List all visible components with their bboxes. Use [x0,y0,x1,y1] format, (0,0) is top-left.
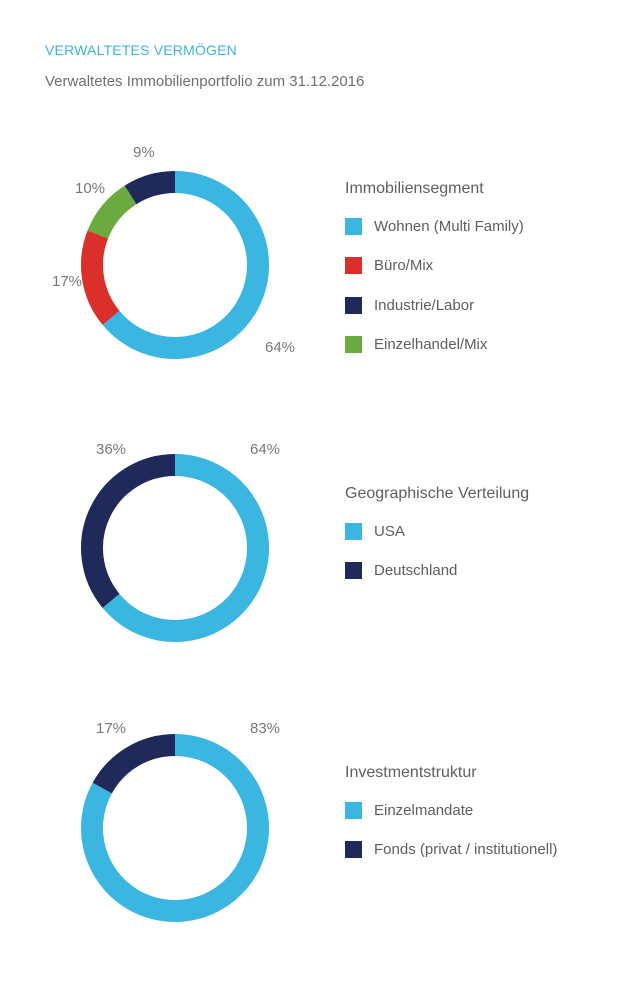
donut-slice-wohnen-multi-family- [102,171,269,359]
legend-label: USA [374,522,405,540]
legend-label: Büro/Mix [374,257,434,274]
donut-slice-büro-mix [81,230,120,325]
legend-swatch [345,336,362,353]
legend-swatch [345,522,362,540]
slice-value-label: 83% [250,720,280,737]
legend-title: Immobiliensegment [345,180,484,197]
legend-item: Industrie/Labor [345,295,524,315]
legend-item: Einzelmandate [345,800,557,820]
legend-label: Einzelhandel/Mix [374,336,488,353]
legend-swatch [345,296,362,314]
donut-slice-einzelmandate [81,734,269,922]
slice-value-label: 17% [52,273,82,290]
legend-swatch [345,841,362,858]
legend-item: Büro/Mix [345,256,524,276]
legend-title: Geographische Verteilung [345,485,530,502]
donut-slice-usa [102,454,269,642]
legend-swatch [345,257,362,274]
slice-value-label: 10% [75,180,105,197]
legend-item: USA [345,521,529,541]
legend-item: Deutschland [345,561,529,581]
legend-title: Investmentstruktur [345,764,477,781]
legend-label: Deutschland [374,562,458,579]
slice-value-label: 36% [96,441,126,458]
legend-swatch [345,801,362,819]
donut-slice-deutschland [81,454,176,608]
legend-2: Geographische Verteilung USA Deutschland [345,485,529,600]
legend-label: Wohnen (Multi Family) [374,217,524,235]
slice-value-label: 17% [96,720,126,737]
donut-slice-einzelhandel-mix [87,185,137,239]
legend-label: Industrie/Labor [374,296,475,314]
donut-slice-industrie-labor [124,171,176,205]
legend-label: Fonds (privat / institutionell) [374,841,558,858]
slice-value-label: 64% [265,339,295,356]
donut-slice-fonds-privat-institutionell- [92,734,176,794]
slice-value-label: 9% [133,144,155,161]
chart-title: VERWALTETES VERMÖGEN [45,42,237,58]
legend-item: Einzelhandel/Mix [345,335,524,355]
legend-swatch [345,217,362,235]
slice-value-label: 64% [250,441,280,458]
legend-item: Wohnen (Multi Family) [345,216,524,236]
legend-label: Einzelmandate [374,801,474,819]
legend-3: Investmentstruktur Einzelmandate Fonds (pr… [345,764,557,879]
legend-item: Fonds (privat / institutionell) [345,840,557,860]
chart-subtitle: Verwaltetes Immobilienportfolio zum 31.1… [45,73,365,90]
legend-swatch [345,562,362,579]
legend-1: Immobiliensegment Wohnen (Multi Family) Bü… [345,180,524,374]
